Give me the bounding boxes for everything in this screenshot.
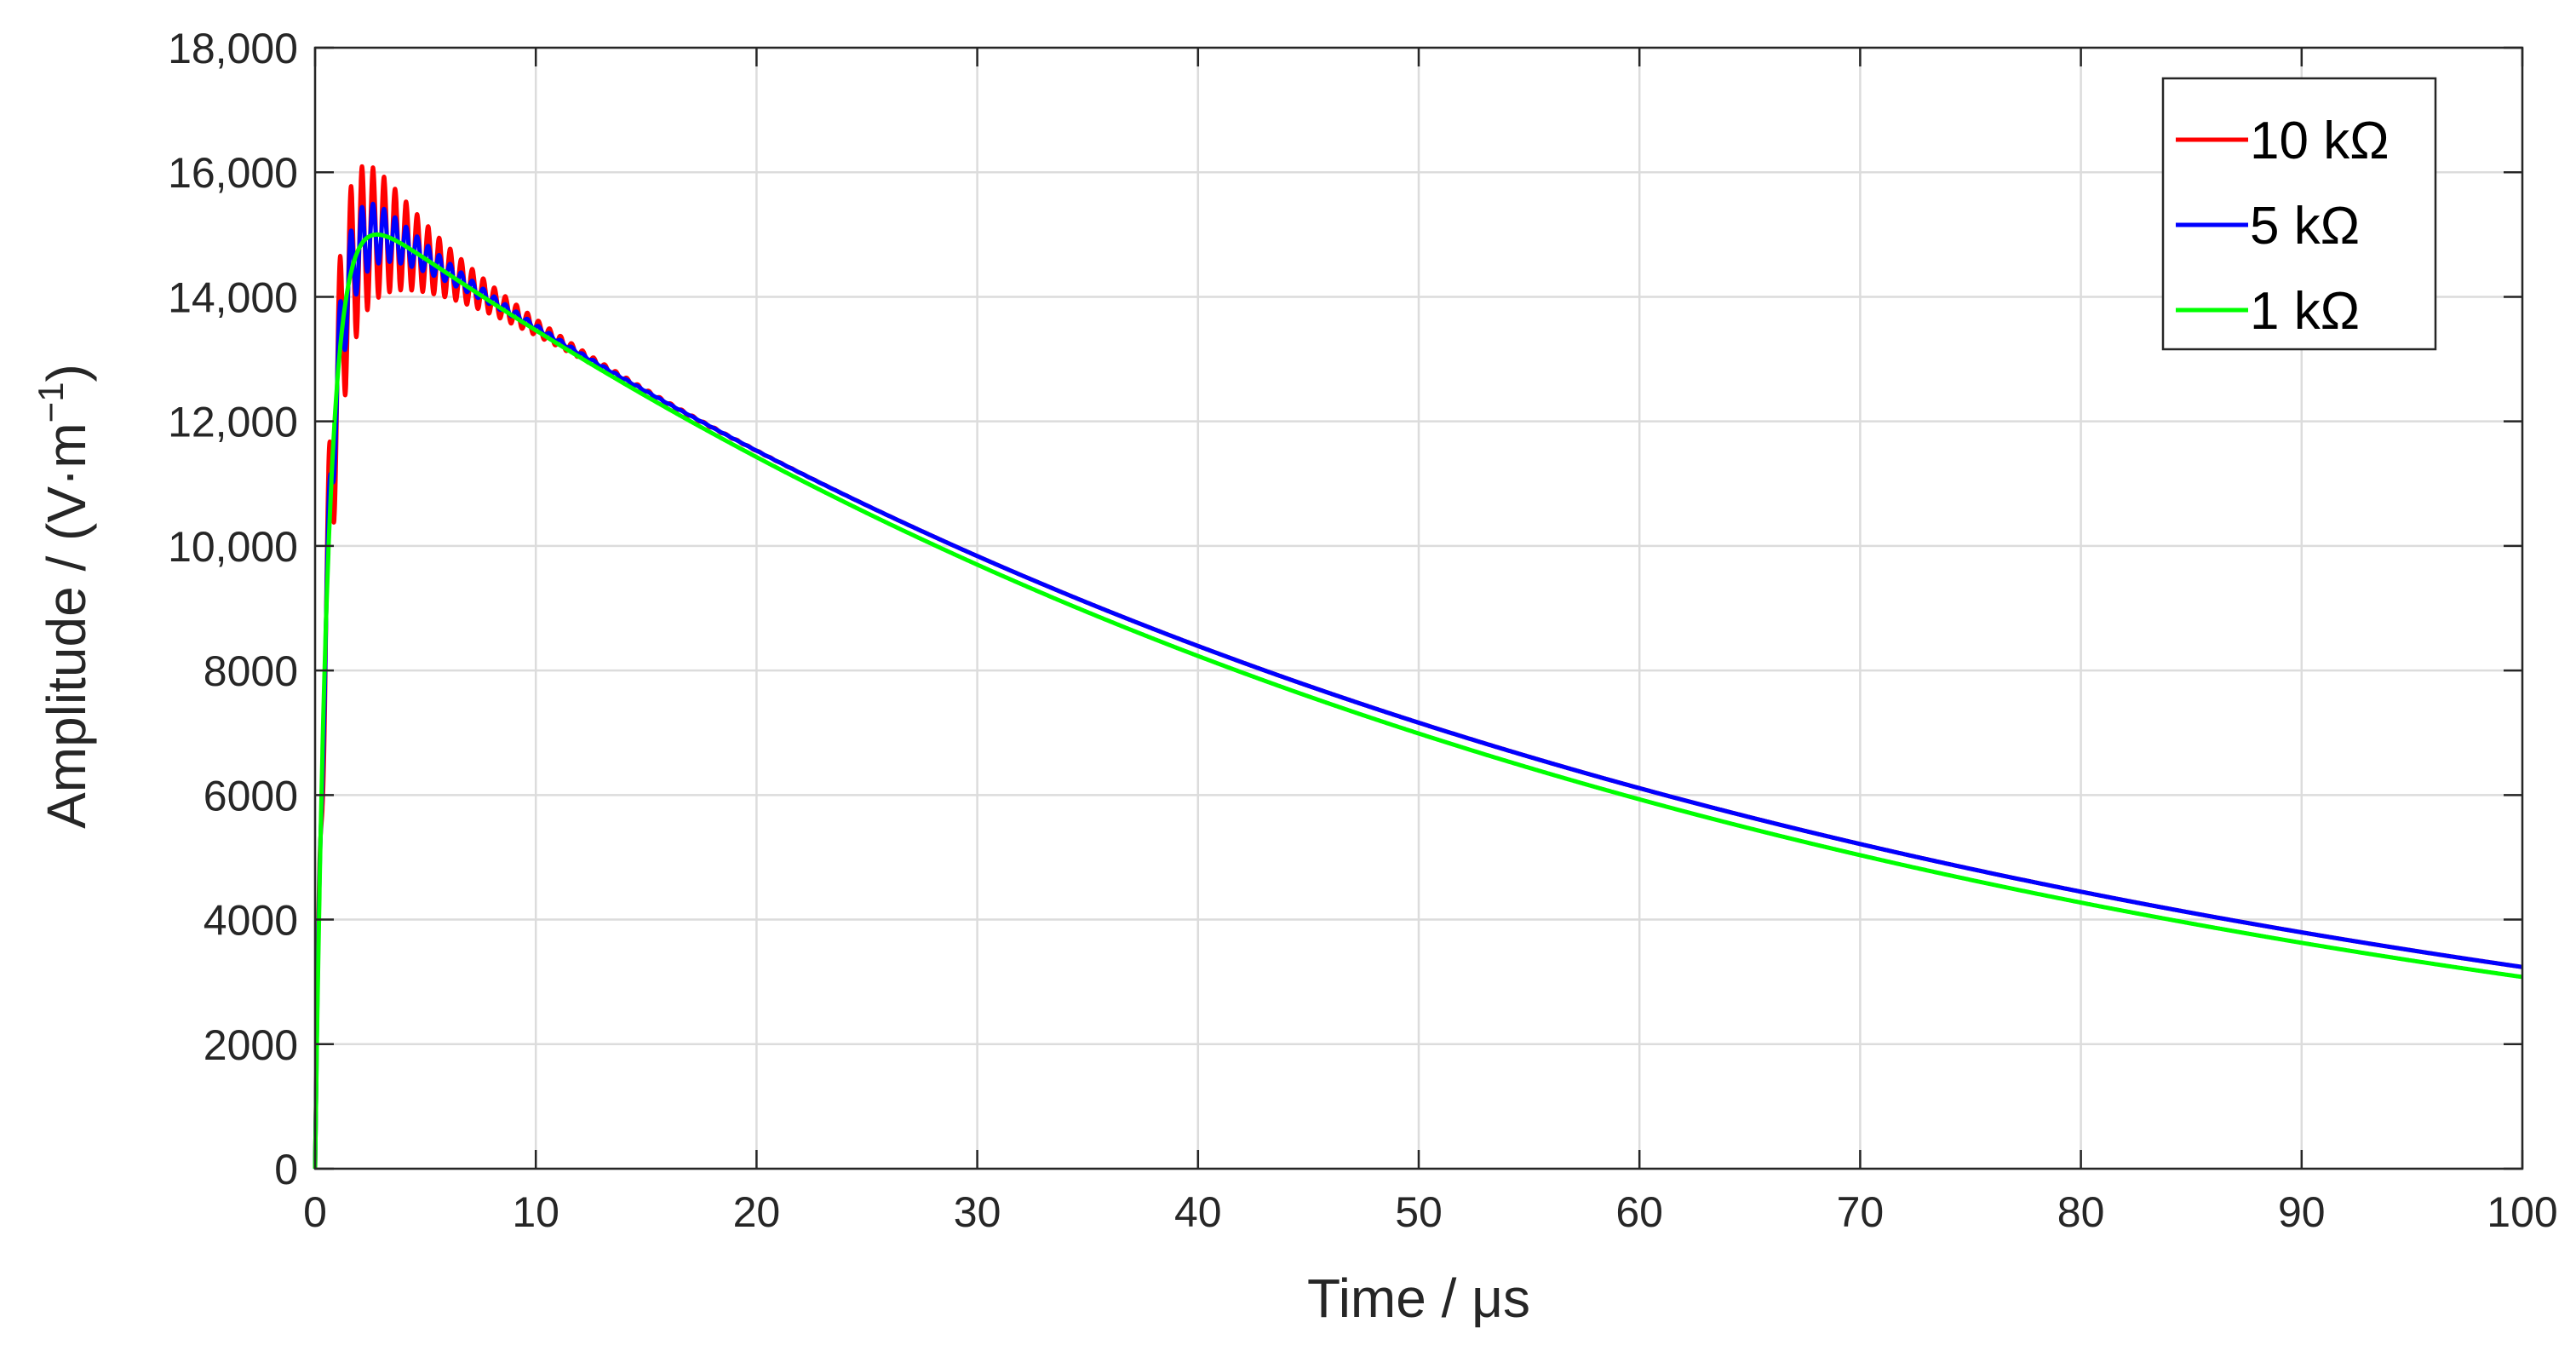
y-axis-label: Amplitude / (V·m−1) [31, 364, 97, 829]
x-tick-label: 100 [2487, 1188, 2557, 1236]
legend: 10 kΩ 5 kΩ 1 kΩ [2161, 77, 2437, 351]
x-tick-label: 40 [1174, 1188, 1222, 1236]
x-tick-label: 0 [303, 1188, 327, 1236]
y-tick-label: 4000 [204, 897, 298, 945]
x-tick-label: 70 [1837, 1188, 1885, 1236]
x-tick-labels: 0 10 20 30 40 50 60 70 80 90 100 [303, 1188, 2558, 1236]
legend-label-1k: 1 kΩ [2250, 282, 2360, 341]
y-axis-label-exponent: −1 [31, 382, 71, 423]
x-axis-label: Time / μs [1307, 1268, 1530, 1329]
legend-label-5k: 5 kΩ [2250, 197, 2360, 256]
y-axis-label-close: ) [36, 364, 97, 382]
x-tick-label: 90 [2278, 1188, 2326, 1236]
x-tick-label: 50 [1395, 1188, 1443, 1236]
y-tick-label: 6000 [204, 772, 298, 819]
tick-marks [313, 46, 2524, 1170]
y-tick-label: 18,000 [168, 25, 298, 72]
legend-box [2161, 77, 2437, 351]
y-tick-label: 12,000 [168, 399, 298, 446]
series-line-2 [313, 232, 2524, 1170]
y-tick-label: 16,000 [168, 149, 298, 197]
x-tick-label: 60 [1615, 1188, 1663, 1236]
x-tick-label: 30 [954, 1188, 1001, 1236]
y-tick-label: 8000 [204, 647, 298, 695]
y-tick-labels: 0 2000 4000 6000 8000 10,000 12,000 14,000 16,00… [168, 25, 298, 1193]
y-tick-label: 10,000 [168, 523, 298, 571]
x-tick-label: 10 [512, 1188, 559, 1236]
y-tick-label: 14,000 [168, 273, 298, 321]
legend-label-10k: 10 kΩ [2250, 112, 2390, 170]
x-tick-label: 20 [733, 1188, 781, 1236]
series-lines [313, 164, 2524, 1170]
y-axis-label-main: Amplitude / (V·m [36, 423, 97, 829]
x-tick-label: 80 [2057, 1188, 2105, 1236]
y-tick-label: 2000 [204, 1021, 298, 1069]
y-tick-label: 0 [274, 1146, 298, 1193]
